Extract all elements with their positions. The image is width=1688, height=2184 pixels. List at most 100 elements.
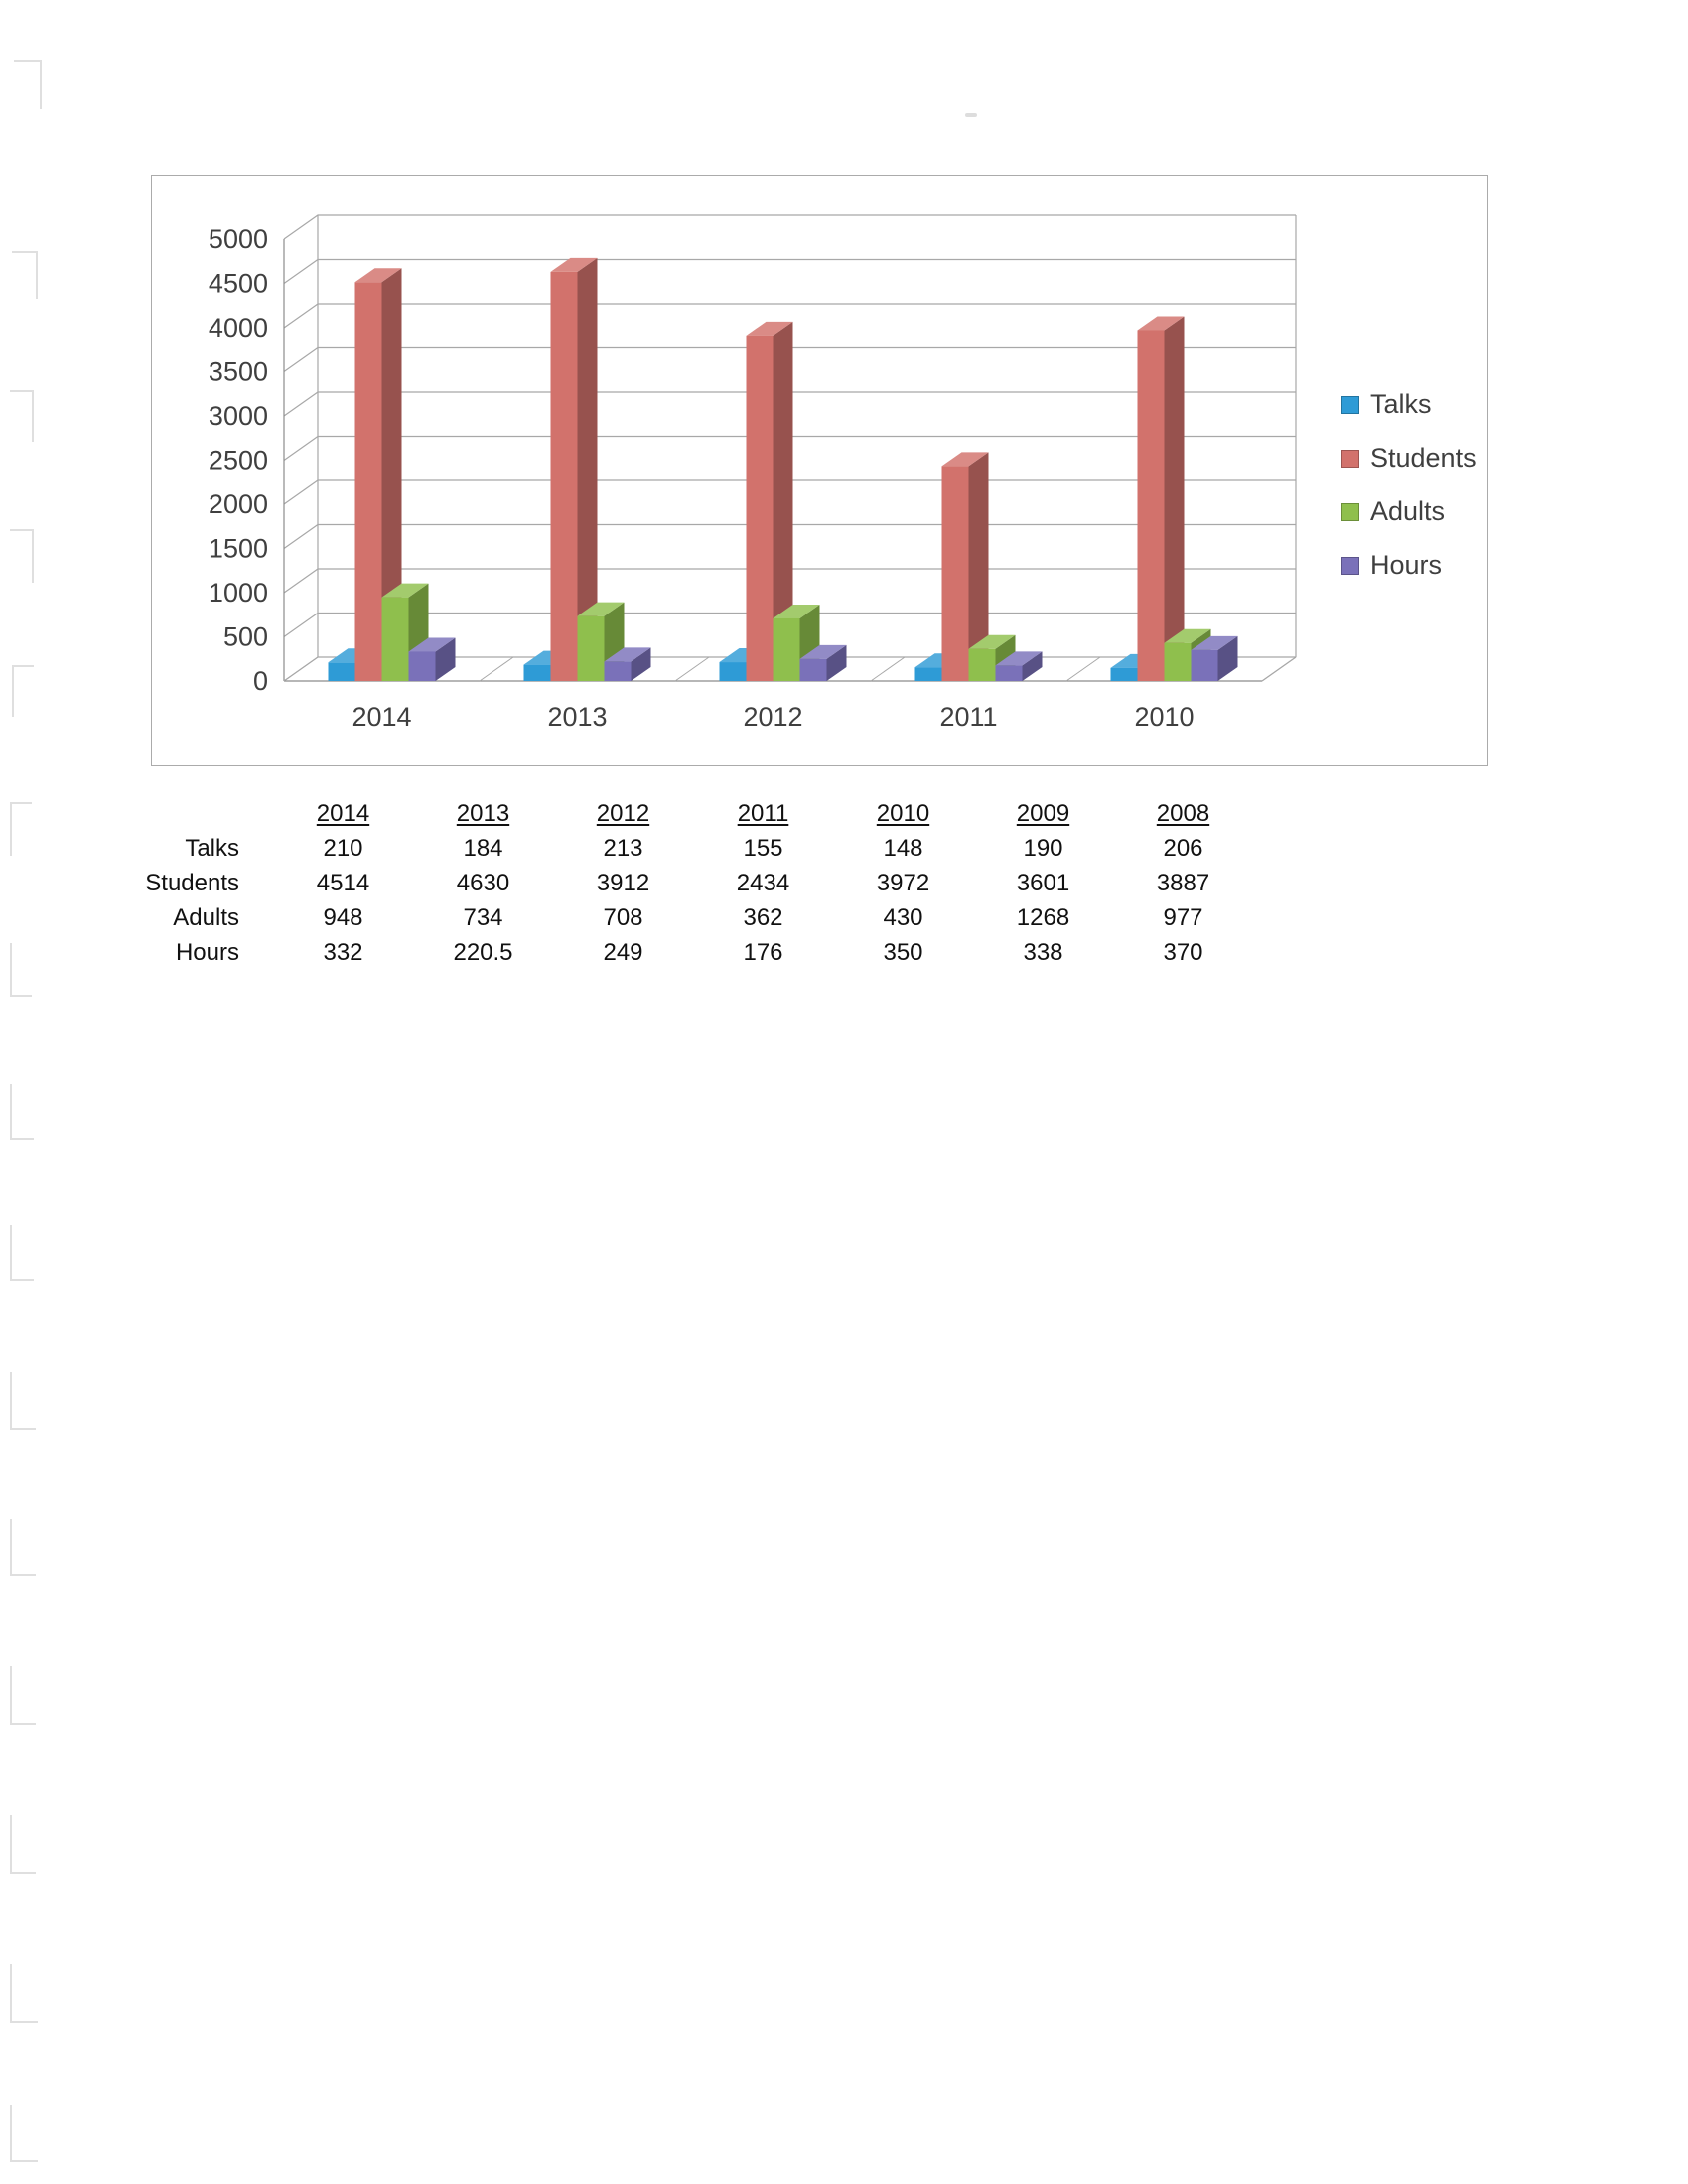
- bar-front-face: [746, 335, 774, 681]
- gridline: [283, 258, 1296, 284]
- y-tick-label: 0: [253, 666, 268, 696]
- scan-artifact: [10, 1225, 34, 1281]
- legend-item-adults: Adults: [1341, 496, 1477, 527]
- bar-top-face: [799, 644, 847, 659]
- table-cell: 338: [1023, 938, 1063, 966]
- scan-artifact: [10, 390, 34, 442]
- bar-front-face: [719, 662, 747, 681]
- table-cell: 184: [463, 834, 503, 862]
- category-separator: [479, 656, 514, 682]
- bar-front-face: [995, 665, 1023, 681]
- bar-front-face: [550, 271, 578, 681]
- bar-side-face: [1164, 316, 1185, 681]
- bar-side-face: [435, 637, 456, 681]
- category-separator: [1065, 656, 1101, 682]
- bar-hours-2013: [604, 647, 651, 681]
- legend-label: Students: [1370, 443, 1477, 473]
- y-tick-label: 1000: [209, 578, 268, 608]
- x-category-label: 2010: [1134, 702, 1194, 732]
- table-cell: 370: [1163, 938, 1203, 966]
- bar-side-face: [773, 321, 793, 681]
- bar-students-2014: [354, 268, 402, 681]
- table-row-students: Students 4514 4630 3912 2434 3972 3601 3887: [119, 866, 1253, 900]
- bar-front-face: [381, 597, 409, 681]
- table-cell: 190: [1023, 834, 1063, 862]
- table-cell: 3887: [1156, 869, 1210, 896]
- table-cell: 332: [323, 938, 363, 966]
- scan-artifact: [12, 251, 38, 299]
- y-tick-label: 1500: [209, 534, 268, 564]
- scan-artifact: [10, 1815, 36, 1874]
- bar-front-face: [1137, 330, 1165, 681]
- bar-top-face: [577, 602, 625, 616]
- table-cell: 2434: [736, 869, 790, 896]
- bar-front-face: [941, 466, 969, 681]
- legend-item-talks: Talks: [1341, 389, 1477, 420]
- table-year-header: 2009: [1016, 799, 1070, 827]
- bar-top-face: [941, 452, 989, 467]
- bar-front-face: [604, 661, 632, 681]
- bar-side-face: [826, 644, 847, 681]
- table-year-header: 2014: [316, 799, 370, 827]
- table-cell: 350: [883, 938, 923, 966]
- scan-artifact: [10, 1084, 34, 1140]
- data-table: 2014 2013 2012 2011 2010 2009 2008 Talks 210 184 2…: [119, 796, 1253, 970]
- chart-frame: 0 500 1000 1500 2000 2500 3000 3500 4000 4500 5000…: [151, 175, 1488, 766]
- y-tick-label: 3500: [209, 357, 268, 387]
- bar-top-face: [354, 268, 402, 283]
- bar-students-2010: [1137, 316, 1185, 681]
- legend-label: Hours: [1370, 550, 1443, 580]
- bar-side-face: [631, 647, 651, 681]
- bar-side-face: [381, 268, 402, 681]
- x-category-label: 2013: [547, 702, 607, 732]
- scan-artifact: [10, 1519, 36, 1576]
- bar-students-2013: [550, 257, 598, 681]
- y-tick-label: 2500: [209, 446, 268, 476]
- bar-students-2011: [941, 452, 989, 681]
- table-row-label: Talks: [185, 834, 239, 862]
- table-cell: 220.5: [453, 938, 513, 966]
- y-tick-label: 5000: [209, 224, 268, 254]
- scan-artifact: [10, 802, 32, 856]
- table-row-label: Hours: [175, 938, 239, 966]
- scan-artifact: [14, 60, 42, 109]
- table-year-header: 2010: [876, 799, 930, 827]
- category-separator: [1261, 656, 1297, 682]
- table-cell: 148: [883, 834, 923, 862]
- bar-front-face: [968, 648, 996, 681]
- table-row-hours: Hours 332 220.5 249 176 350 338 370: [119, 935, 1253, 970]
- y-tick-label: 4000: [209, 313, 268, 342]
- table-cell: 948: [323, 903, 363, 931]
- table-header-row: 2014 2013 2012 2011 2010 2009 2008: [119, 796, 1253, 831]
- legend-label: Talks: [1370, 389, 1432, 419]
- legend-swatch-icon: [1341, 449, 1359, 468]
- scan-smudge: [965, 113, 977, 117]
- bar-front-face: [914, 667, 942, 681]
- bar-hours-2010: [1191, 635, 1238, 681]
- bar-front-face: [354, 282, 382, 681]
- scan-artifact: [10, 2105, 38, 2162]
- table-row-label: Students: [145, 869, 239, 896]
- y-tick-label: 4500: [209, 269, 268, 299]
- table-cell: 249: [603, 938, 643, 966]
- legend-swatch-icon: [1341, 395, 1359, 414]
- table-cell: 430: [883, 903, 923, 931]
- table-cell: 1268: [1016, 903, 1070, 931]
- bar-top-face: [968, 634, 1016, 649]
- legend-item-students: Students: [1341, 443, 1477, 474]
- y-tick-label: 2000: [209, 489, 268, 519]
- scan-artifact: [10, 1666, 36, 1725]
- table-cell: 708: [603, 903, 643, 931]
- table-row-talks: Talks 210 184 213 155 148 190 206: [119, 831, 1253, 866]
- gridline: [283, 214, 1296, 240]
- bar-front-face: [523, 664, 551, 681]
- bar-top-face: [604, 647, 651, 662]
- table-cell: 977: [1163, 903, 1203, 931]
- legend-item-hours: Hours: [1341, 550, 1477, 581]
- table-cell: 213: [603, 834, 643, 862]
- scan-artifact: [10, 1372, 36, 1430]
- table-cell: 3601: [1016, 869, 1070, 896]
- category-separator: [870, 656, 906, 682]
- table-cell: 4514: [316, 869, 370, 896]
- bar-hours-2011: [995, 651, 1043, 681]
